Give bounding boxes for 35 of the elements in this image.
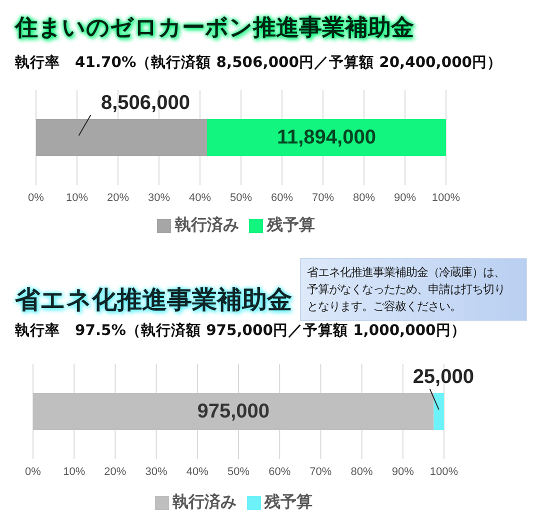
x-tick-label: 30% bbox=[148, 192, 170, 204]
x-tick-label: 20% bbox=[106, 192, 130, 204]
legend-label: 残予算 bbox=[267, 215, 315, 234]
x-tick-label: 80% bbox=[350, 466, 374, 478]
x-tick-label: 0% bbox=[28, 192, 44, 204]
x-tick-label: 100% bbox=[432, 192, 460, 204]
x-tick-label: 0% bbox=[25, 466, 42, 478]
x-tick-label: 10% bbox=[66, 192, 88, 204]
x-tick-label: 40% bbox=[188, 192, 212, 204]
x-tick-label: 60% bbox=[268, 466, 291, 478]
text: 省エネ化推進事業補助金（冷蔵庫）は、予算がなくなったため、申請は打ち切りとなります。ご容赦ください。 bbox=[307, 265, 506, 315]
chart-title: 省エネ化推進事業補助金 bbox=[15, 284, 292, 316]
chart-subtitle: 執行率 97.5%（執行済額 975,000円／予算額 1,000,000円） bbox=[15, 321, 466, 340]
legend-label: 執行済み bbox=[172, 492, 236, 511]
annotation: 25,000 bbox=[412, 366, 474, 388]
x-tick-label: 20% bbox=[104, 466, 126, 478]
x-tick-label: 90% bbox=[394, 192, 416, 204]
chart-title: 住まいのゼロカーボン推進事業補助金 bbox=[15, 14, 414, 43]
x-tick-label: 40% bbox=[186, 466, 209, 478]
x-tick-label: 30% bbox=[145, 466, 168, 478]
x-tick-label: 50% bbox=[230, 192, 252, 204]
x-tick-label: 90% bbox=[392, 466, 414, 478]
annotation: 8,506,000 bbox=[100, 92, 190, 114]
legend-label: 執行済み bbox=[175, 215, 239, 234]
x-tick-label: 70% bbox=[310, 466, 332, 478]
annotation: 975,000 bbox=[197, 400, 270, 422]
legend-label: 残予算 bbox=[264, 492, 312, 511]
x-tick-label: 10% bbox=[63, 466, 86, 478]
x-tick-label: 50% bbox=[227, 466, 250, 478]
chart-subtitle: 執行率 41.70%（執行済額 8,506,000円／予算額 20,400,000円） bbox=[15, 53, 502, 72]
x-tick-label: 80% bbox=[352, 192, 376, 204]
x-tick-label: 70% bbox=[312, 192, 334, 204]
x-tick-label: 100% bbox=[430, 466, 458, 478]
x-tick-label: 60% bbox=[270, 192, 294, 204]
annotation: 11,894,000 bbox=[276, 126, 376, 148]
